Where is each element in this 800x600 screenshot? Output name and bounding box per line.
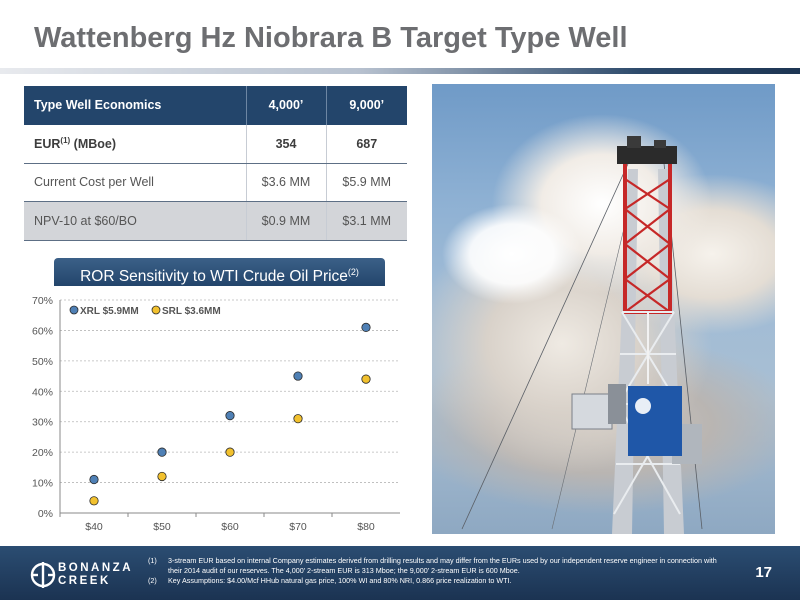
y-tick-label: 70% [32, 295, 53, 307]
table-cell: $3.6 MM [246, 163, 327, 202]
y-tick-label: 20% [32, 447, 53, 459]
x-tick-label: $40 [85, 521, 103, 533]
y-tick-label: 10% [32, 478, 53, 490]
footnote-text: 3-stream EUR based on internal Company e… [168, 556, 717, 575]
x-tick-label: $50 [153, 521, 171, 533]
drilling-rig-photo [432, 84, 775, 534]
data-point [361, 374, 371, 384]
footnote-text: Key Assumptions: $4.00/Mcf HHub natural … [168, 576, 512, 585]
table-row: Current Cost per Well $3.6 MM $5.9 MM [24, 163, 407, 202]
y-tick-label: 60% [32, 325, 53, 337]
table-header-cell: 9,000’ [349, 98, 385, 113]
data-point [89, 474, 99, 485]
footnote-number: (2) [148, 576, 157, 585]
x-tick-label: $60 [221, 521, 239, 533]
y-tick-label: 0% [38, 508, 53, 520]
company-logo: BONANZA CREEK [30, 560, 133, 590]
data-point [361, 322, 371, 332]
data-point [225, 447, 235, 457]
table-cell: 687 [326, 124, 407, 164]
y-tick-label: 40% [32, 386, 53, 398]
legend-label: XRL $5.9MM [80, 306, 139, 317]
slide-title: Wattenberg Hz Niobrara B Target Type Wel… [34, 22, 628, 54]
table-row: EUR(1) (MBoe) 354 687 [24, 124, 407, 164]
y-tick-label: 30% [32, 417, 53, 429]
y-tick-label: 50% [32, 356, 53, 368]
footnotes: (1) 3-stream EUR based on internal Compa… [148, 556, 728, 586]
page-number: 17 [755, 564, 772, 581]
footer-bar: BONANZA CREEK (1) 3-stream EUR based on … [0, 546, 800, 600]
company-logo-sign-icon [635, 398, 651, 414]
footnote-number: (1) [148, 556, 157, 565]
table-row-label: NPV-10 at $60/BO [24, 201, 247, 241]
x-tick-label: $80 [357, 521, 375, 533]
table-cell: $0.9 MM [246, 201, 327, 241]
legend-label: SRL $3.6MM [162, 306, 221, 317]
table-cell: $5.9 MM [326, 163, 407, 202]
data-point [89, 496, 99, 506]
table-row: NPV-10 at $60/BO $0.9 MM $3.1 MM [24, 201, 407, 241]
table-header-cell: Type Well Economics [24, 86, 247, 125]
chart-title: ROR Sensitivity to WTI Crude Oil Price(2… [54, 258, 385, 286]
logo-text-line1: BONANZA [58, 562, 133, 574]
data-point [157, 447, 167, 457]
drilling-rig-illustration [461, 136, 703, 534]
type-well-economics-table: Type Well Economics 4,000’ 9,000’ EUR(1)… [24, 86, 407, 241]
table-header-row: Type Well Economics 4,000’ 9,000’ [24, 86, 407, 125]
table-header-cell: 4,000’ [246, 86, 327, 125]
title-divider [0, 68, 800, 74]
table-cell: $3.1 MM [326, 201, 407, 241]
legend-marker [151, 305, 161, 315]
data-point [293, 371, 303, 381]
data-point [225, 411, 235, 421]
ror-sensitivity-chart: 0% 10% 20% 30% 40% 50% 60% 70% $40 $50 $60 $70 $80 XR… [32, 295, 400, 533]
table-cell: 354 [246, 124, 327, 164]
table-row-label: Current Cost per Well [24, 163, 247, 202]
footnote: (1) 3-stream EUR based on internal Compa… [148, 556, 728, 576]
logo-text-line2: CREEK [58, 575, 111, 587]
data-point [293, 414, 303, 424]
table-row-label: EUR(1) (MBoe) [24, 124, 247, 164]
footnote: (2) Key Assumptions: $4.00/Mcf HHub natu… [148, 576, 728, 586]
data-point [157, 471, 167, 482]
bonanza-creek-logo-icon [30, 562, 56, 588]
x-tick-label: $70 [289, 521, 307, 533]
legend-marker [69, 305, 79, 315]
